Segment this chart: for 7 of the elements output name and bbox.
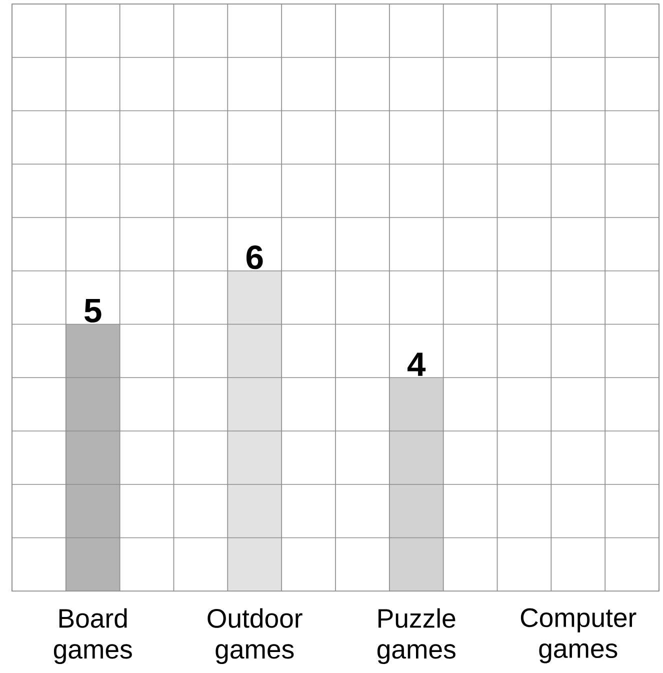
data-label: 6: [246, 245, 263, 270]
x-tick-label: Puzzle games: [377, 608, 456, 664]
x-tick-label: Computer games: [520, 608, 636, 664]
data-label: 4: [408, 352, 426, 376]
x-tick-label: Outdoor games: [208, 608, 302, 664]
data-label: 5: [84, 299, 102, 323]
x-tick-label: Board games: [54, 608, 132, 664]
